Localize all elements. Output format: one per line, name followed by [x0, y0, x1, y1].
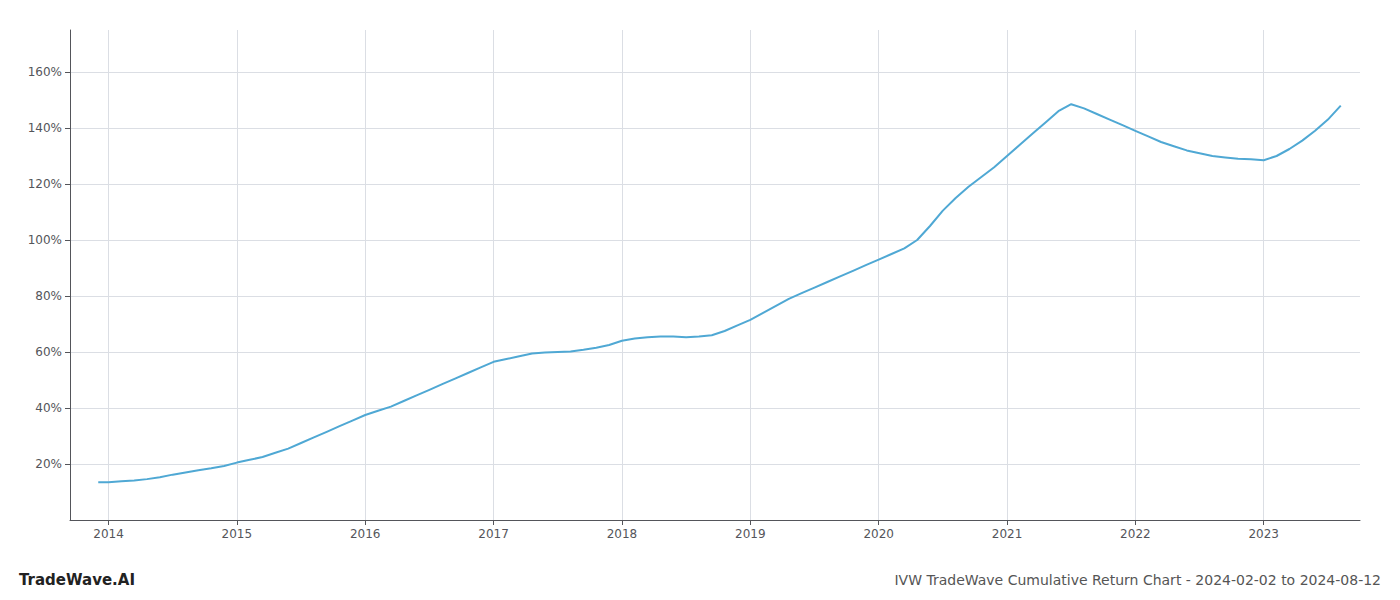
svg-text:2019: 2019	[735, 527, 766, 541]
svg-text:100%: 100%	[28, 233, 62, 247]
svg-text:20%: 20%	[35, 457, 62, 471]
svg-text:2014: 2014	[93, 527, 124, 541]
svg-text:2016: 2016	[350, 527, 381, 541]
svg-text:2022: 2022	[1120, 527, 1151, 541]
svg-text:80%: 80%	[35, 289, 62, 303]
svg-text:140%: 140%	[28, 121, 62, 135]
svg-text:60%: 60%	[35, 345, 62, 359]
svg-text:IVW TradeWave Cumulative Retur: IVW TradeWave Cumulative Return Chart - …	[894, 572, 1381, 588]
svg-text:40%: 40%	[35, 401, 62, 415]
svg-text:2023: 2023	[1248, 527, 1279, 541]
svg-text:120%: 120%	[28, 177, 62, 191]
svg-text:2017: 2017	[478, 527, 509, 541]
svg-text:2018: 2018	[607, 527, 638, 541]
svg-text:2020: 2020	[863, 527, 894, 541]
svg-text:160%: 160%	[28, 65, 62, 79]
svg-text:2015: 2015	[222, 527, 253, 541]
svg-text:2021: 2021	[992, 527, 1023, 541]
svg-text:TradeWave.AI: TradeWave.AI	[19, 571, 135, 589]
